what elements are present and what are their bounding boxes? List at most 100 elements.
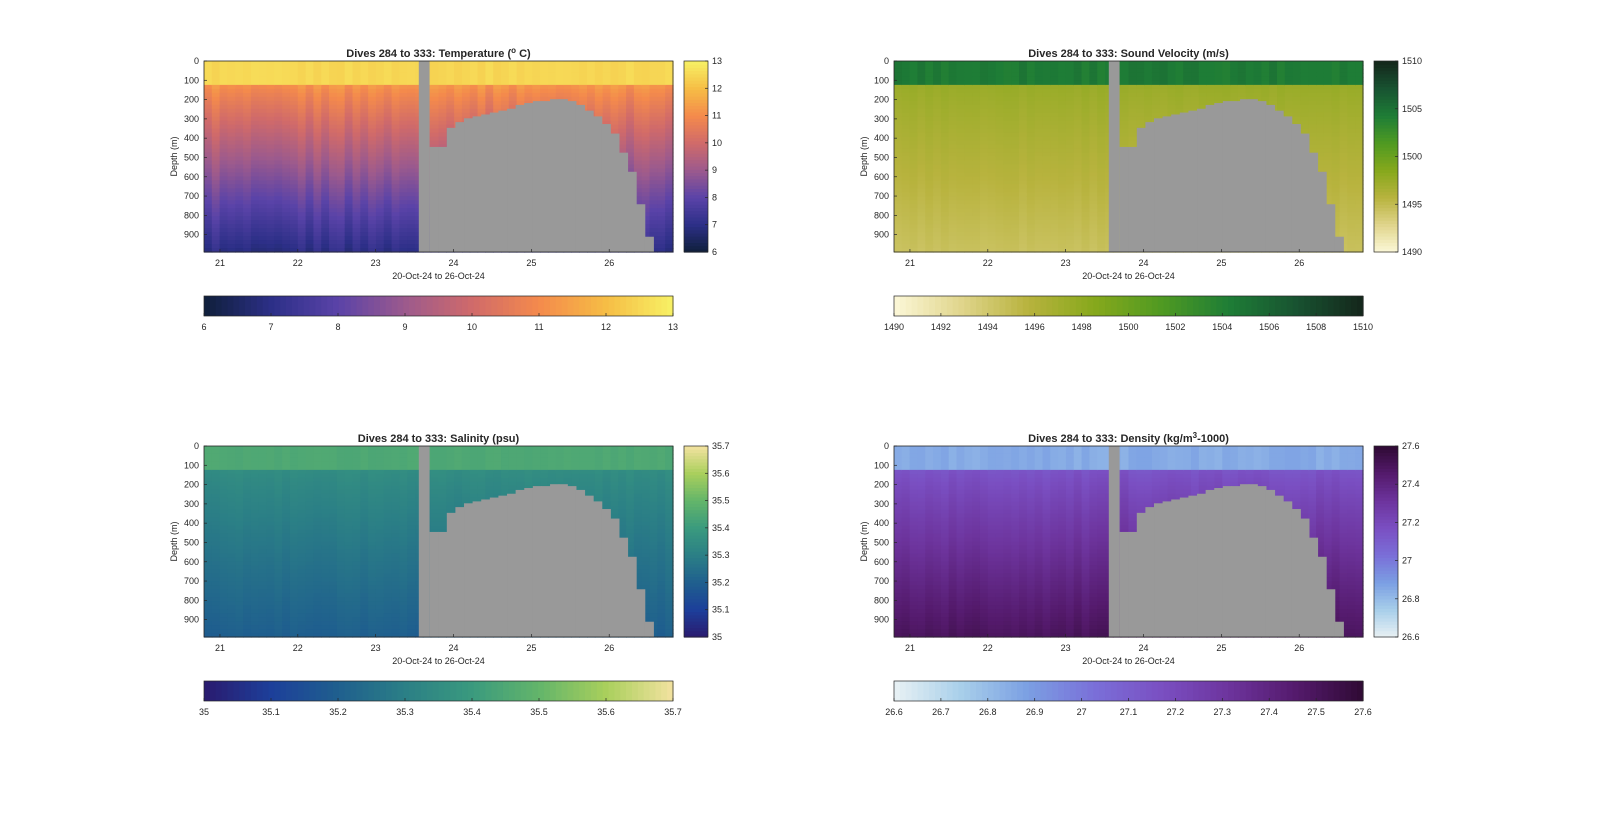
heatmap-cell: [1089, 145, 1097, 150]
heatmap-cell: [579, 73, 587, 78]
heatmap-cell: [407, 188, 415, 193]
heatmap-cell: [917, 105, 925, 110]
heatmap-cell: [509, 69, 517, 74]
heatmap-cell: [1035, 81, 1043, 86]
heatmap-cell: [227, 188, 235, 193]
heatmap-cell: [282, 93, 290, 98]
heatmap-cell: [399, 168, 407, 173]
heatmap-cell: [1074, 188, 1082, 193]
heatmap-cell: [431, 85, 439, 90]
heatmap-cell: [910, 208, 918, 213]
heatmap-cell: [988, 160, 996, 165]
heatmap-cell: [1035, 89, 1043, 94]
heatmap-cell: [321, 89, 329, 94]
heatmap-cell: [1027, 236, 1035, 241]
heatmap-cell: [251, 184, 259, 189]
heatmap-cell: [368, 157, 376, 162]
heatmap-cell: [251, 216, 259, 221]
heatmap-cell: [1175, 69, 1183, 74]
heatmap-cell: [1019, 81, 1027, 86]
colorbar-segment: [351, 296, 357, 316]
heatmap-cell: [902, 200, 910, 205]
heatmap-cell: [1121, 121, 1129, 126]
heatmap-cell: [1003, 180, 1011, 185]
heatmap-cell: [1011, 220, 1019, 225]
heatmap-cell: [902, 157, 910, 162]
heatmap-cell: [657, 176, 665, 181]
heatmap-cell: [964, 89, 972, 94]
heatmap-cell: [917, 232, 925, 237]
heatmap-cell: [902, 109, 910, 114]
heatmap-cell: [251, 105, 259, 110]
colorbar-segment: [222, 296, 228, 316]
heatmap-cell: [972, 89, 980, 94]
heatmap-cell: [910, 125, 918, 130]
heatmap-cell: [1121, 81, 1129, 86]
heatmap-cell: [917, 133, 925, 138]
heatmap-cell: [259, 200, 267, 205]
heatmap-cell: [282, 85, 290, 90]
heatmap-cell: [1003, 93, 1011, 98]
heatmap-cell: [1129, 89, 1137, 94]
heatmap-cell: [1152, 77, 1160, 82]
heatmap-cell: [298, 89, 306, 94]
heatmap-cell: [1011, 121, 1019, 126]
heatmap-cell: [306, 180, 314, 185]
heatmap-cell: [329, 77, 337, 82]
y-tick-label: 500: [184, 152, 199, 162]
heatmap-cell: [618, 85, 626, 90]
heatmap-cell: [1003, 192, 1011, 197]
heatmap-cell: [957, 200, 965, 205]
heatmap-cell: [321, 184, 329, 189]
heatmap-cell: [1089, 93, 1097, 98]
heatmap-cell: [941, 216, 949, 221]
heatmap-cell: [227, 200, 235, 205]
heatmap-cell: [917, 216, 925, 221]
heatmap-cell: [1082, 164, 1090, 169]
heatmap-cell: [1003, 61, 1011, 66]
heatmap-cell: [384, 208, 392, 213]
heatmap-cell: [910, 216, 918, 221]
heatmap-cell: [274, 153, 282, 158]
heatmap-cell: [235, 129, 243, 134]
heatmap-cell: [902, 236, 910, 241]
heatmap-cell: [384, 153, 392, 158]
heatmap-cell: [1058, 204, 1066, 209]
heatmap-cell: [1199, 69, 1207, 74]
heatmap-cell: [1011, 196, 1019, 201]
heatmap-cell: [392, 204, 400, 209]
heatmap-cell: [220, 176, 228, 181]
heatmap-cell: [595, 85, 603, 90]
heatmap-cell: [980, 180, 988, 185]
heatmap-cell: [626, 109, 634, 114]
heatmap-cell: [1058, 101, 1066, 106]
heatmap-cell: [407, 216, 415, 221]
heatmap-cell: [1191, 61, 1199, 66]
heatmap-cell: [1027, 93, 1035, 98]
heatmap-cell: [306, 65, 314, 70]
heatmap-cell: [360, 200, 368, 205]
heatmap-cell: [996, 105, 1004, 110]
heatmap-cell: [274, 133, 282, 138]
heatmap-cell: [1011, 69, 1019, 74]
heatmap-cell: [368, 204, 376, 209]
heatmap-cell: [910, 164, 918, 169]
heatmap-cell: [532, 65, 540, 70]
heatmap-cell: [462, 109, 470, 114]
heatmap-cell: [1027, 153, 1035, 158]
heatmap-cell: [949, 81, 957, 86]
heatmap-cell: [964, 93, 972, 98]
heatmap-cell: [1027, 137, 1035, 142]
heatmap-cell: [1097, 188, 1105, 193]
heatmap-cell: [368, 121, 376, 126]
heatmap-cell: [1003, 81, 1011, 86]
heatmap-cell: [306, 184, 314, 189]
heatmap-cell: [988, 61, 996, 66]
heatmap-cell: [259, 97, 267, 102]
heatmap-cell: [894, 109, 902, 114]
heatmap-cell: [1050, 176, 1058, 181]
heatmap-cell: [407, 137, 415, 142]
heatmap-cell: [910, 220, 918, 225]
heatmap-cell: [910, 188, 918, 193]
heatmap-cell: [1043, 149, 1051, 154]
